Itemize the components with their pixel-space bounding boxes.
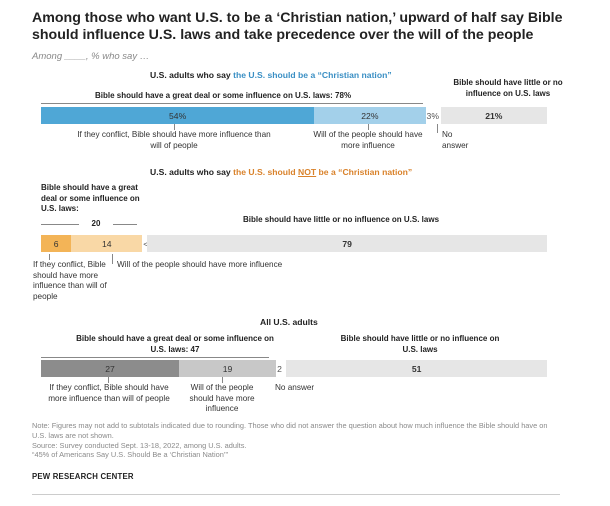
- section-2-group-great-deal: Bible should have a great deal or some i…: [41, 183, 140, 213]
- section-2-header-highlight-post: be a “Christian nation”: [316, 167, 413, 177]
- section-2-header: U.S. adults who say the U.S. should NOT …: [150, 167, 412, 177]
- section-3-caption-no-answer: No answer: [275, 383, 315, 392]
- section-2-caption-bible: If they conflict, Bible should have more…: [33, 260, 107, 301]
- section-1-bar-people: 22%: [314, 107, 426, 124]
- section-1-header-prefix: U.S. adults who say: [150, 70, 234, 80]
- section-1-group-great-deal: Bible should have a great deal or some i…: [95, 91, 352, 100]
- section-1-caption-people: Will of the people should have more infl…: [313, 130, 423, 150]
- section-2-group-little: Bible should have little or no influence…: [243, 215, 440, 224]
- section-3-tick-people: [222, 377, 223, 383]
- section-1-tick-no-answer: [437, 124, 438, 133]
- source-org: PEW RESEARCH CENTER: [32, 472, 134, 481]
- section-2-bar-people: 14: [71, 235, 143, 252]
- section-2-header-not: NOT: [298, 167, 317, 177]
- section-2-caption-people: Will of the people should have more infl…: [117, 260, 283, 269]
- section-2-bar-bible: 6: [41, 235, 72, 252]
- section-1-tick-people: [368, 124, 369, 130]
- section-2-header-prefix: U.S. adults who say: [150, 167, 234, 177]
- chart-notes: Note: Figures may not add to subtotals i…: [32, 421, 552, 460]
- section-1-tick-bible: [174, 124, 175, 130]
- section-1-group-little: Bible should have little or no influence…: [453, 78, 563, 98]
- section-1-header: U.S. adults who say the U.S. should be a…: [150, 70, 392, 80]
- chart-title: Among those who want U.S. to be a ‘Chris…: [32, 10, 563, 43]
- section-3-bar-little: 51: [286, 360, 547, 377]
- section-2-bracket-line-left: [41, 224, 79, 225]
- section-3-caption-people: Will of the people should have more infl…: [189, 383, 255, 413]
- chart-subtitle: Among ____, % who say …: [32, 51, 150, 62]
- section-2-bar-little: 79: [147, 235, 547, 252]
- section-2-group-great-deal-value: 20: [91, 219, 101, 228]
- section-3-bar-no-answer: 2: [276, 360, 288, 377]
- section-1-bracket-line: [41, 103, 423, 104]
- section-1-bar-little: 21%: [440, 107, 547, 124]
- section-1-caption-no-answer: No answer: [442, 130, 469, 150]
- section-1-header-highlight: the U.S. should be a “Christian nation”: [233, 70, 392, 80]
- section-1-caption-bible: If they conflict, Bible should have more…: [77, 130, 271, 150]
- section-2-header-highlight-pre: the U.S. should: [233, 167, 299, 177]
- section-2-tick-people: [112, 254, 113, 264]
- section-3-group-great-deal: Bible should have a great deal or some i…: [76, 334, 274, 354]
- footer-rule: [32, 494, 560, 495]
- section-1-bar-no-answer: 3%: [425, 107, 442, 124]
- section-3-caption-bible: If they conflict, Bible should have more…: [48, 383, 170, 403]
- section-3-header: All U.S. adults: [260, 317, 318, 327]
- section-3-bar-bible: 27: [41, 360, 179, 377]
- section-3-bar-people: 19: [179, 360, 277, 377]
- section-3-bracket-line: [41, 357, 269, 358]
- section-2-header-highlight: the U.S. should NOT be a “Christian nati…: [233, 167, 412, 177]
- report-title: “45% of Americans Say U.S. Should Be a ‘…: [32, 450, 228, 460]
- section-3-tick-bible: [108, 377, 109, 383]
- survey-text: Source: Survey conducted Sept. 13-18, 20…: [32, 440, 247, 450]
- section-3-group-little: Bible should have little or no influence…: [340, 334, 500, 354]
- section-2-bracket-line-right: [113, 224, 137, 225]
- section-1-bar-bible: 54%: [41, 107, 315, 124]
- section-2-tick-bible: [49, 254, 50, 260]
- note-text: Note: Figures may not add to subtotals i…: [32, 421, 548, 440]
